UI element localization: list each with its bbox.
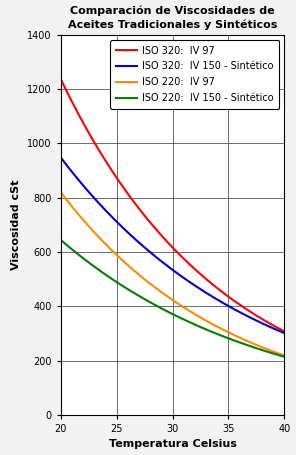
ISO 320:  IV 150 - Sintético: (31.8, 481): IV 150 - Sintético: (31.8, 481)	[191, 282, 195, 287]
ISO 220:  IV 97: (36.9, 269): IV 97: (36.9, 269)	[247, 339, 251, 344]
Title: Comparación de Viscosidades de
Aceites Tradicionales y Sintéticos: Comparación de Viscosidades de Aceites T…	[68, 5, 277, 30]
ISO 320:  IV 150 - Sintético: (40, 301): IV 150 - Sintético: (40, 301)	[283, 330, 286, 336]
ISO 220:  IV 150 - Sintético: (31.8, 336): IV 150 - Sintético: (31.8, 336)	[191, 321, 195, 327]
ISO 320:  IV 150 - Sintético: (36.9, 361): IV 150 - Sintético: (36.9, 361)	[247, 314, 251, 320]
ISO 220:  IV 97: (32.2, 365): IV 97: (32.2, 365)	[196, 313, 199, 318]
Y-axis label: Viscosidad cSt: Viscosidad cSt	[12, 180, 22, 270]
ISO 220:  IV 150 - Sintético: (36.9, 255): IV 150 - Sintético: (36.9, 255)	[247, 343, 251, 349]
ISO 220:  IV 150 - Sintético: (20.1, 642): IV 150 - Sintético: (20.1, 642)	[60, 238, 63, 243]
ISO 320:  IV 97: (32.2, 528): IV 97: (32.2, 528)	[196, 269, 199, 274]
ISO 220:  IV 97: (38.1, 247): IV 97: (38.1, 247)	[262, 345, 265, 350]
ISO 320:  IV 150 - Sintético: (32.2, 470): IV 150 - Sintético: (32.2, 470)	[196, 284, 199, 290]
ISO 220:  IV 97: (31.9, 373): IV 97: (31.9, 373)	[192, 311, 196, 316]
ISO 320:  IV 97: (36.9, 383): IV 97: (36.9, 383)	[247, 308, 251, 313]
ISO 220:  IV 150 - Sintético: (38.1, 237): IV 150 - Sintético: (38.1, 237)	[262, 348, 265, 353]
Legend: ISO 320:  IV 97, ISO 320:  IV 150 - Sintético, ISO 220:  IV 97, ISO 220:  IV 150: ISO 320: IV 97, ISO 320: IV 150 - Sintét…	[110, 40, 279, 109]
ISO 220:  IV 150 - Sintético: (32.2, 328): IV 150 - Sintético: (32.2, 328)	[196, 323, 199, 329]
ISO 220:  IV 97: (31.8, 375): IV 97: (31.8, 375)	[191, 310, 195, 316]
ISO 320:  IV 150 - Sintético: (20, 949): IV 150 - Sintético: (20, 949)	[59, 155, 62, 160]
ISO 320:  IV 97: (38.1, 350): IV 97: (38.1, 350)	[262, 317, 265, 323]
Line: ISO 220:  IV 150 - Sintético: ISO 220: IV 150 - Sintético	[61, 240, 284, 357]
ISO 220:  IV 97: (40, 219): IV 97: (40, 219)	[283, 353, 286, 358]
Line: ISO 320:  IV 97: ISO 320: IV 97	[61, 79, 284, 331]
ISO 320:  IV 150 - Sintético: (31.9, 479): IV 150 - Sintético: (31.9, 479)	[192, 282, 196, 288]
ISO 320:  IV 97: (20, 1.24e+03): IV 97: (20, 1.24e+03)	[59, 76, 62, 82]
ISO 220:  IV 97: (20, 820): IV 97: (20, 820)	[59, 189, 62, 195]
ISO 320:  IV 97: (20.1, 1.23e+03): IV 97: (20.1, 1.23e+03)	[60, 78, 63, 83]
ISO 320:  IV 150 - Sintético: (38.1, 335): IV 150 - Sintético: (38.1, 335)	[262, 321, 265, 327]
ISO 220:  IV 150 - Sintético: (31.9, 334): IV 150 - Sintético: (31.9, 334)	[192, 321, 196, 327]
ISO 220:  IV 97: (20.1, 817): IV 97: (20.1, 817)	[60, 191, 63, 196]
ISO 320:  IV 150 - Sintético: (20.1, 945): IV 150 - Sintético: (20.1, 945)	[60, 156, 63, 161]
Line: ISO 220:  IV 97: ISO 220: IV 97	[61, 192, 284, 355]
ISO 220:  IV 150 - Sintético: (40, 214): IV 150 - Sintético: (40, 214)	[283, 354, 286, 359]
Line: ISO 320:  IV 150 - Sintético: ISO 320: IV 150 - Sintético	[61, 157, 284, 333]
X-axis label: Temperatura Celsius: Temperatura Celsius	[109, 440, 237, 450]
ISO 220:  IV 150 - Sintético: (20, 645): IV 150 - Sintético: (20, 645)	[59, 237, 62, 243]
ISO 320:  IV 97: (31.9, 540): IV 97: (31.9, 540)	[192, 265, 196, 271]
ISO 320:  IV 97: (31.8, 543): IV 97: (31.8, 543)	[191, 265, 195, 270]
ISO 320:  IV 97: (40, 308): IV 97: (40, 308)	[283, 329, 286, 334]
